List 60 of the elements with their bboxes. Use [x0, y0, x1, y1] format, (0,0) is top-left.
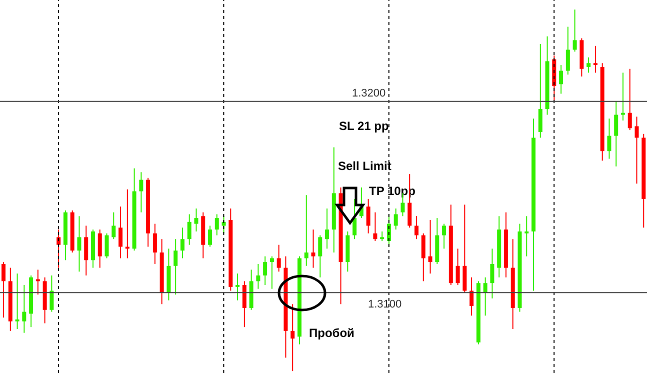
candlestick: [373, 212, 378, 242]
candlestick: [2, 262, 6, 318]
candlestick: [98, 229, 102, 268]
candlestick: [208, 225, 212, 248]
candlestick: [380, 230, 384, 242]
candlestick: [634, 116, 639, 184]
candlestick: [256, 263, 260, 290]
candlestick: [586, 56, 591, 74]
candlestick: [236, 273, 240, 301]
candlestick: [104, 232, 109, 259]
annotation: SL 21 pp: [339, 119, 389, 133]
candlestick: [559, 64, 564, 94]
candlestick: [456, 248, 460, 286]
candlestick: [152, 223, 157, 264]
candlestick: [490, 248, 494, 299]
candlestick: [139, 172, 144, 213]
candlestick: [214, 214, 219, 236]
candlestick: [118, 206, 123, 259]
candlestick: [325, 208, 330, 250]
annotation: Sell Limit: [338, 159, 392, 173]
candlestick: [394, 208, 398, 230]
candlestick: [538, 43, 542, 138]
candlestick: [614, 100, 618, 167]
candlestick: [263, 256, 268, 286]
candlestick: [174, 238, 178, 296]
ref-line-label: 1.3100: [368, 298, 402, 311]
candlestick: [421, 232, 426, 282]
candlestick: [311, 229, 316, 268]
ref-line-label: 1.3200: [352, 87, 386, 100]
candlestick: [470, 276, 474, 316]
candlestick: [304, 194, 308, 266]
candlestick: [620, 72, 625, 122]
candlestick: [524, 216, 529, 257]
candlestick: [607, 118, 612, 160]
candlestick: [84, 225, 88, 276]
candlestick: [56, 229, 61, 268]
candlestick: [290, 304, 295, 372]
candlestick: [318, 234, 322, 278]
candlestick: [483, 276, 488, 316]
candlestick: [187, 214, 192, 246]
candlestick: [50, 274, 54, 312]
candlestick: [572, 9, 577, 52]
candlestick: [366, 198, 370, 234]
candlestick: [414, 216, 418, 240]
candlestick: [593, 45, 598, 74]
candlestick: [180, 227, 184, 259]
candlestick: [270, 256, 274, 290]
candlestick: [276, 244, 281, 272]
candlestick: [194, 208, 198, 232]
candlestick: [15, 273, 20, 330]
candlestick: [352, 198, 357, 240]
candlestick: [428, 219, 432, 274]
candlestick: [242, 280, 246, 328]
candlestick: [112, 212, 116, 240]
candlestick: [566, 26, 570, 76]
candlestick: [442, 223, 446, 250]
annotation: Пробой: [309, 326, 354, 340]
candlestick: [22, 284, 26, 334]
candlestick: [628, 68, 632, 131]
candlestick: [77, 216, 82, 272]
